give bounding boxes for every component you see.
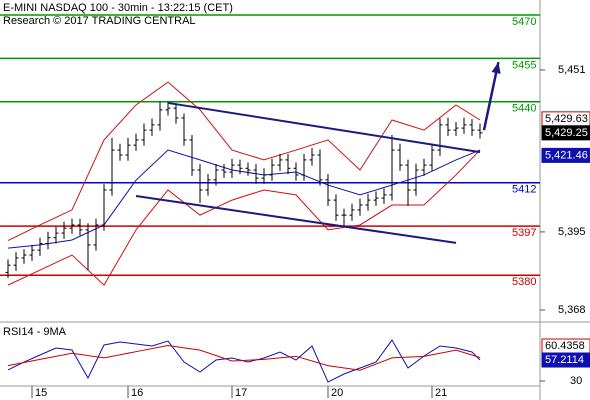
chart-title: E-MINI NASDAQ 100 - 30min - 13:22:15 (CE…: [3, 2, 233, 14]
y-tick-label: 5,368: [558, 304, 586, 316]
last-value-box: [541, 352, 590, 368]
last-value-box: [541, 125, 590, 141]
y-tick-label: 5,395: [558, 226, 586, 238]
x-tick-label: 16: [131, 387, 143, 399]
panel-title: RSI14 - 9MA: [3, 326, 67, 338]
last-value-label: 57.2114: [545, 354, 584, 366]
level-label: 5397: [512, 227, 536, 239]
y-tick-label: 5,451: [558, 64, 586, 76]
level-label: 5470: [512, 16, 536, 28]
last-value-label: 5,429.25: [545, 127, 588, 139]
x-tick-label: 15: [35, 387, 47, 399]
last-value-label: 5,421.46: [545, 149, 588, 161]
level-label: 5440: [512, 103, 536, 115]
trend-line: [135, 195, 457, 244]
level-label: 5380: [512, 276, 536, 288]
rsi-line: [7, 339, 481, 383]
forecast-arrow: [482, 61, 500, 131]
last-value-label: 5,429.63: [545, 113, 588, 125]
y-tick-label: 30: [570, 375, 582, 387]
last-value-label: 60.4358: [545, 340, 585, 352]
x-tick-label: 17: [235, 387, 247, 399]
x-tick-label: 21: [435, 387, 447, 399]
overlay-line: [7, 81, 481, 242]
level-label: 5412: [512, 184, 536, 196]
level-label: 5455: [512, 59, 536, 71]
chart-subtitle: Research © 2017 TRADING CENTRAL: [3, 15, 196, 27]
x-tick-label: 20: [331, 387, 343, 399]
arrow-head: [491, 62, 501, 74]
last-value-box: [541, 147, 590, 163]
trend-line: [167, 101, 481, 154]
rsi-line: [7, 345, 481, 371]
